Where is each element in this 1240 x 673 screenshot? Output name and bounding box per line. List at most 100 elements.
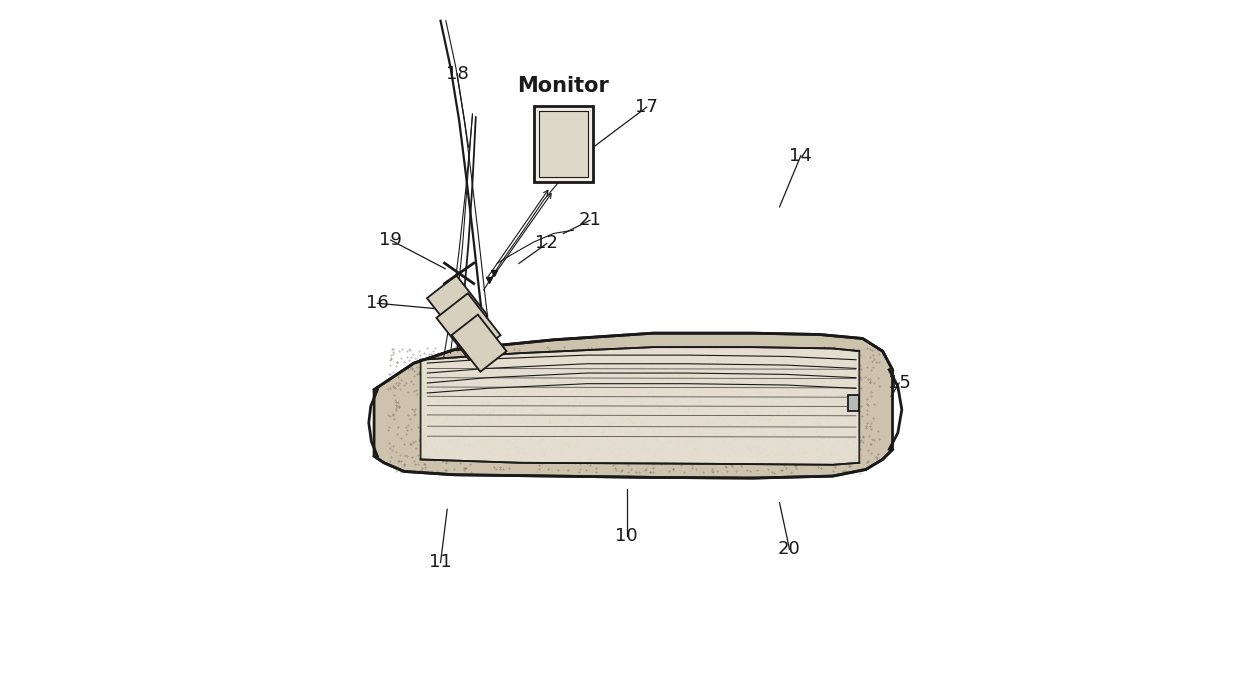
- Point: [384, 383, 404, 394]
- Point: [584, 389, 604, 400]
- Point: [655, 402, 675, 413]
- Point: [584, 409, 604, 420]
- Text: Monitor: Monitor: [517, 75, 609, 96]
- Point: [591, 376, 611, 386]
- Point: [512, 395, 532, 406]
- Point: [844, 429, 864, 439]
- Point: [735, 415, 755, 426]
- Point: [743, 413, 763, 423]
- Point: [703, 345, 723, 356]
- Point: [667, 439, 687, 450]
- Point: [491, 464, 511, 474]
- Point: [837, 421, 857, 431]
- Point: [463, 415, 482, 426]
- Point: [837, 353, 857, 363]
- Point: [691, 396, 711, 407]
- Point: [383, 344, 403, 355]
- Point: [641, 466, 661, 477]
- Point: [611, 466, 631, 476]
- Point: [454, 463, 474, 474]
- Point: [823, 460, 843, 470]
- Point: [774, 380, 794, 391]
- Point: [732, 357, 751, 368]
- Point: [436, 419, 456, 430]
- Point: [682, 463, 702, 474]
- Point: [808, 359, 828, 370]
- Point: [769, 402, 789, 413]
- Point: [749, 409, 769, 420]
- Point: [805, 400, 825, 411]
- Point: [781, 466, 801, 477]
- Point: [582, 343, 601, 354]
- Point: [570, 371, 590, 382]
- Point: [636, 367, 656, 378]
- Point: [470, 411, 490, 422]
- Point: [534, 448, 554, 459]
- Point: [389, 456, 409, 467]
- Point: [513, 415, 533, 426]
- Point: [749, 442, 769, 453]
- Point: [405, 353, 425, 363]
- Point: [779, 359, 799, 370]
- Point: [859, 344, 879, 355]
- Point: [477, 398, 497, 409]
- Point: [568, 452, 588, 463]
- Point: [625, 392, 645, 402]
- Point: [507, 447, 527, 458]
- Point: [838, 397, 858, 408]
- Point: [613, 400, 632, 411]
- Point: [465, 344, 485, 355]
- Point: [740, 342, 760, 353]
- Point: [693, 357, 713, 368]
- Point: [698, 417, 718, 427]
- Point: [403, 379, 423, 390]
- Point: [609, 408, 629, 419]
- Point: [868, 343, 888, 353]
- Point: [754, 444, 774, 454]
- Point: [683, 393, 703, 404]
- Point: [676, 371, 696, 382]
- Point: [650, 365, 670, 376]
- Point: [434, 383, 454, 394]
- Polygon shape: [427, 275, 487, 338]
- Point: [808, 430, 828, 441]
- Point: [681, 343, 701, 354]
- Point: [438, 345, 458, 355]
- Point: [780, 388, 800, 399]
- Point: [589, 376, 609, 386]
- Point: [598, 454, 618, 465]
- Point: [440, 435, 460, 446]
- Point: [646, 456, 666, 466]
- Point: [811, 440, 831, 451]
- Point: [532, 444, 552, 455]
- Point: [745, 371, 765, 382]
- Point: [387, 400, 407, 411]
- Point: [777, 436, 797, 447]
- Point: [491, 370, 511, 381]
- Point: [410, 368, 430, 379]
- Point: [578, 384, 598, 394]
- Point: [379, 369, 399, 380]
- Point: [807, 443, 827, 454]
- Point: [433, 431, 453, 441]
- Point: [588, 444, 608, 454]
- Point: [675, 466, 694, 477]
- Point: [831, 395, 851, 406]
- Point: [813, 373, 833, 384]
- Point: [458, 439, 477, 450]
- Point: [650, 402, 670, 413]
- Point: [861, 387, 880, 398]
- Point: [565, 373, 585, 384]
- Point: [810, 359, 830, 369]
- Point: [656, 389, 676, 400]
- Point: [391, 449, 410, 460]
- Point: [715, 461, 735, 472]
- Point: [830, 347, 849, 357]
- Point: [601, 377, 621, 388]
- Point: [768, 380, 787, 390]
- Point: [486, 347, 506, 357]
- Point: [484, 443, 503, 454]
- Point: [422, 392, 441, 402]
- Point: [415, 393, 435, 404]
- Point: [517, 427, 537, 437]
